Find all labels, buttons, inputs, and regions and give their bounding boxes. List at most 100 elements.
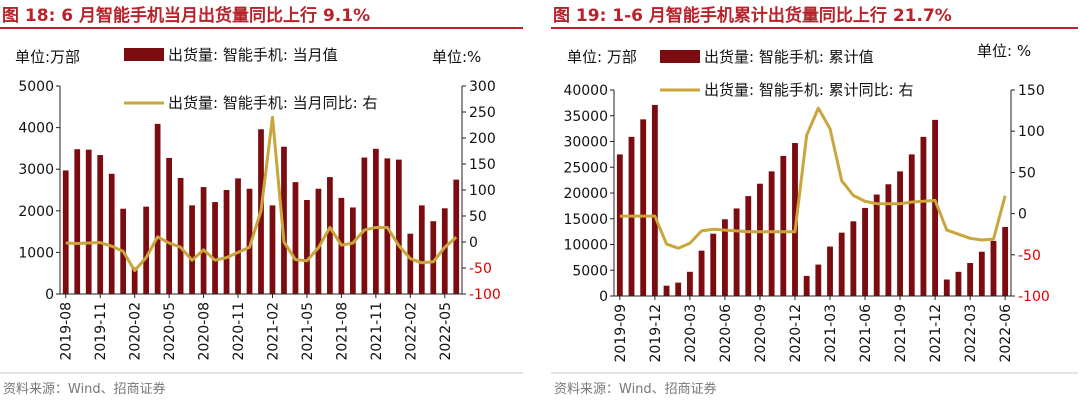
- right-tick-label: 0: [1018, 207, 1027, 223]
- chart-18-bar: [327, 177, 333, 294]
- chart-18-source: 资料来源：Wind、招商证券: [3, 381, 166, 397]
- chart-19-bar: [932, 119, 939, 297]
- chart-18-legend-bar-swatch: [124, 48, 164, 61]
- chart-19-bar: [955, 271, 962, 296]
- chart-18-bar: [281, 146, 287, 294]
- left-tick-label: 35000: [563, 109, 608, 125]
- right-tick-label: 100: [1018, 124, 1045, 140]
- x-tick-label: 2021-08: [334, 302, 350, 361]
- chart-18-bar: [418, 205, 425, 294]
- chart-19-bar: [640, 119, 647, 296]
- chart-19-title: 图 19: 1-6 月智能手机累计出货量同比上行 21.7%: [553, 5, 952, 26]
- chart-19-bar: [768, 171, 775, 296]
- chart-19-bar: [722, 219, 728, 296]
- chart-18-bar: [212, 202, 218, 294]
- x-tick-label: 2019-09: [613, 304, 629, 363]
- chart-18-bar: [246, 188, 253, 294]
- chart-18-bar: [430, 221, 437, 294]
- chart-19-legend-bar-swatch: [660, 50, 700, 63]
- x-tick-label: 2020-03: [683, 304, 699, 363]
- chart-19-plot: 0 5000 10000 15000 20000 25000 30000 35000 40000…: [563, 83, 1049, 363]
- x-tick-label: 2021-02: [265, 302, 281, 361]
- chart-18-bar: [361, 157, 368, 294]
- chart-19-bar: [920, 136, 927, 296]
- x-tick-label: 2022-05: [438, 302, 454, 361]
- right-tick-label: -100: [1018, 289, 1050, 305]
- chart-18-bar: [350, 207, 356, 294]
- left-tick-label: 5000: [18, 79, 54, 95]
- chart-18-bar: [131, 267, 138, 294]
- right-tick-label: 150: [469, 157, 496, 173]
- chart-19-bar: [757, 183, 763, 296]
- chart-19-bar: [675, 282, 682, 296]
- chart-18-bar: [143, 206, 150, 294]
- x-tick-label: 2020-09: [753, 304, 769, 363]
- chart-18-bar: [223, 190, 230, 294]
- x-tick-label: 2020-08: [197, 302, 213, 361]
- chart-19-bar: [803, 275, 810, 296]
- chart-19-bar: [967, 263, 974, 296]
- left-tick-label: 2000: [18, 204, 54, 220]
- chart-18-bar: [269, 205, 276, 294]
- x-tick-label: 2020-02: [128, 302, 144, 361]
- x-tick-label: 2020-11: [231, 302, 247, 361]
- right-tick-label: 100: [469, 183, 496, 199]
- chart-18-legend-bar-label: 出货量: 智能手机: 当月值: [168, 46, 338, 64]
- left-tick-label: 0: [599, 289, 608, 305]
- left-tick-label: 40000: [563, 83, 608, 99]
- chart-19-bar: [838, 232, 845, 296]
- chart-19-bar: [885, 184, 892, 296]
- right-tick-label: -50: [1018, 248, 1041, 264]
- chart-18-plot: 0 1000 2000 3000 4000 5000 -100 -50 0 50 100 150 200…: [18, 79, 500, 361]
- right-tick-label: -100: [469, 287, 501, 303]
- chart-19-legend-bar-label: 出货量: 智能手机: 累计值: [704, 48, 874, 66]
- chart-18-bar: [189, 205, 195, 294]
- right-tick-label: 200: [469, 131, 496, 147]
- right-tick-label: -50: [469, 261, 492, 277]
- chart-18-bar: [407, 233, 414, 294]
- chart-19-right-unit: 单位: %: [977, 42, 1031, 60]
- chart-19-bar: [663, 285, 670, 296]
- x-tick-label: 2021-11: [369, 302, 385, 361]
- chart-19-legend-line-label: 出货量: 智能手机: 累计同比: 右: [704, 81, 913, 99]
- chart-19-bar: [745, 196, 752, 296]
- chart-19-bar: [698, 250, 705, 296]
- left-tick-label: 1000: [18, 245, 54, 261]
- x-tick-label: 2022-02: [403, 302, 419, 361]
- chart-18-bar: [166, 157, 172, 294]
- chart-18-title: 图 18: 6 月智能手机当月出货量同比上行 9.1%: [2, 5, 370, 26]
- right-tick-label: 50: [1018, 165, 1036, 181]
- chart-19-bar: [815, 264, 822, 296]
- x-tick-label: 2021-03: [823, 304, 839, 363]
- right-tick-label: 0: [469, 235, 478, 251]
- left-tick-label: 25000: [563, 160, 608, 176]
- chart-18-bar: [108, 173, 115, 294]
- chart-18-bar: [200, 187, 207, 294]
- chart-19-bar: [850, 221, 857, 296]
- x-tick-label: 2021-12: [928, 304, 944, 363]
- left-tick-label: 4000: [18, 121, 54, 137]
- x-tick-label: 2020-05: [162, 302, 178, 361]
- chart-18-bar: [292, 182, 299, 294]
- x-tick-label: 2019-11: [93, 302, 109, 361]
- left-tick-label: 0: [45, 287, 54, 303]
- x-tick-label: 2021-05: [300, 302, 316, 361]
- chart-18-bar: [97, 155, 104, 294]
- left-tick-label: 5000: [572, 263, 608, 279]
- chart-18-left-unit: 单位:万部: [15, 48, 80, 66]
- chart-19-bar: [873, 194, 880, 296]
- chart-18-bar: [304, 199, 310, 294]
- chart-19-bar: [1002, 226, 1009, 296]
- chart-19-bar: [780, 155, 787, 296]
- chart-19-bar: [686, 271, 693, 296]
- x-tick-label: 2022-06: [998, 304, 1014, 363]
- chart-18-bar: [453, 179, 460, 294]
- left-tick-label: 15000: [563, 212, 608, 228]
- chart-19-bar: [897, 171, 903, 296]
- chart-19-bar: [733, 208, 740, 296]
- x-tick-label: 2019-12: [648, 304, 664, 363]
- chart-19-bar: [710, 233, 717, 296]
- x-tick-label: 2019-08: [59, 302, 75, 361]
- chart-18-legend-line-label: 出货量: 智能手机: 当月同比: 右: [168, 94, 377, 112]
